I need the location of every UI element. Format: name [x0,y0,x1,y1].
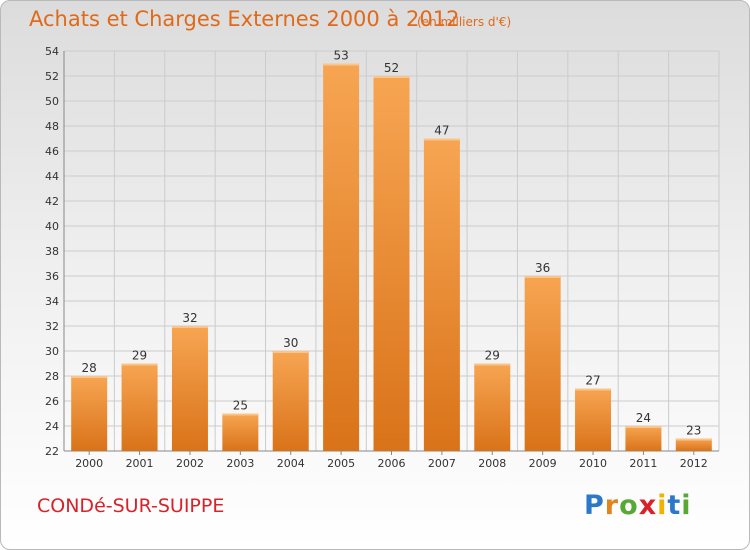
y-tick-label: 40 [45,220,59,233]
y-tick-label: 32 [45,320,59,333]
bar [121,363,158,451]
bar [171,326,208,451]
y-tick-label: 52 [45,70,59,83]
bar-highlight [575,388,612,391]
bar-highlight [222,413,259,416]
bar-highlight [474,363,511,366]
bar [373,76,410,451]
x-tick-label: 2012 [680,457,708,470]
data-label: 52 [384,61,399,75]
y-tick-label: 30 [45,345,59,358]
y-tick-label: 26 [45,395,59,408]
proxiti-logo: Proxiti [584,490,692,521]
data-label: 29 [132,349,147,363]
y-tick-label: 44 [45,170,59,183]
y-tick-label: 24 [45,420,59,433]
labels: 22 24 26 28 30 32 34 36 38 40 42 44 46 48 50 52 54 28 2000… [45,45,708,470]
y-tick-label: 46 [45,145,59,158]
y-tick-label: 50 [45,95,59,108]
bar [272,351,309,451]
y-tick-label: 54 [45,45,59,58]
bar [71,376,108,451]
bar-highlight [373,76,410,78]
bar-highlight [272,351,309,353]
bar-highlight [675,438,712,441]
x-tick-label: 2002 [176,457,204,470]
y-tick-label: 42 [45,195,59,208]
x-tick-label: 2007 [428,457,456,470]
data-label: 29 [485,349,500,363]
bar [323,63,360,451]
chart-subtitle: (en milliers d'€) [417,15,512,29]
x-tick-label: 2005 [327,457,355,470]
x-tick-label: 2004 [277,457,305,470]
bar [474,363,511,451]
x-tick-label: 2008 [478,457,506,470]
bars [71,63,712,451]
commune-name: CONDé-SUR-SUIPPE [37,495,225,517]
bar [423,138,460,451]
x-tick-label: 2000 [75,457,103,470]
bar [524,276,561,451]
y-tick-label: 22 [45,445,59,458]
data-label: 23 [686,424,701,438]
chart-title: Achats et Charges Externes 2000 à 2012 [29,7,460,31]
bar-highlight [423,138,460,141]
bar [675,438,712,451]
data-label: 36 [535,261,550,275]
bar [222,413,259,451]
data-label: 32 [182,311,197,325]
bar [625,426,662,451]
bar [575,388,612,451]
data-label: 53 [333,49,348,63]
x-tick-label: 2010 [579,457,607,470]
x-tick-label: 2001 [126,457,154,470]
x-tick-label: 2011 [629,457,657,470]
x-tick-label: 2003 [226,457,254,470]
data-label: 24 [636,411,651,425]
x-tick-label: 2009 [529,457,557,470]
x-tick-label: 2006 [378,457,406,470]
y-tick-label: 48 [45,120,59,133]
bar-highlight [121,363,158,366]
data-label: 47 [434,124,449,138]
bar-highlight [625,426,662,428]
data-label: 25 [233,399,248,413]
y-tick-label: 38 [45,245,59,258]
y-tick-label: 34 [45,295,59,308]
bar-highlight [171,326,208,328]
data-label: 28 [82,361,97,375]
bar-highlight [71,376,108,378]
y-tick-label: 28 [45,370,59,383]
bar-highlight [323,63,360,66]
data-label: 30 [283,336,298,350]
data-label: 27 [585,374,600,388]
bar-highlight [524,276,561,278]
y-tick-label: 36 [45,270,59,283]
